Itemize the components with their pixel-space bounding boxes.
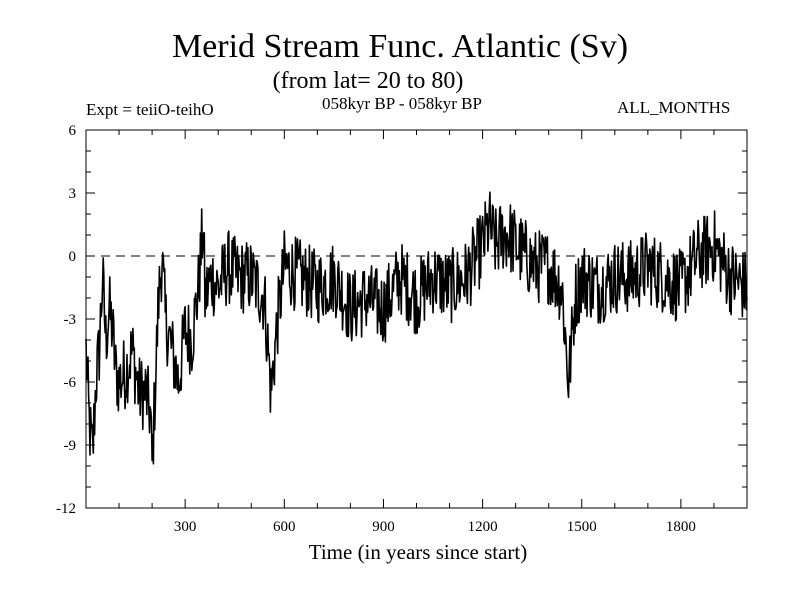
- x-tick-label: 300: [174, 519, 197, 535]
- y-tick-label: -12: [56, 501, 76, 517]
- y-tick-label: -9: [64, 438, 77, 454]
- x-tick-label: 1500: [567, 519, 597, 535]
- y-tick-label: 3: [69, 186, 77, 202]
- x-tick-label: 600: [273, 519, 296, 535]
- period-label: 058kyr BP - 058kyr BP: [322, 94, 482, 113]
- x-tick-label: 1800: [666, 519, 696, 535]
- x-tick-label: 900: [372, 519, 395, 535]
- months-label: ALL_MONTHS: [617, 98, 731, 117]
- y-tick-label: -3: [64, 312, 77, 328]
- y-tick-label: 0: [69, 249, 77, 265]
- chart-subtitle: (from lat= 20 to 80): [272, 68, 464, 94]
- chart-title: Merid Stream Func. Atlantic (Sv): [171, 28, 629, 65]
- x-tick-label: 1200: [468, 519, 498, 535]
- series-line: [85, 191, 748, 465]
- y-tick-label: 6: [69, 123, 77, 139]
- x-axis-label: Time (in years since start): [308, 540, 528, 564]
- y-tick-label: -6: [64, 375, 77, 391]
- experiment-label: Expt = teiiO-teihO: [86, 100, 214, 119]
